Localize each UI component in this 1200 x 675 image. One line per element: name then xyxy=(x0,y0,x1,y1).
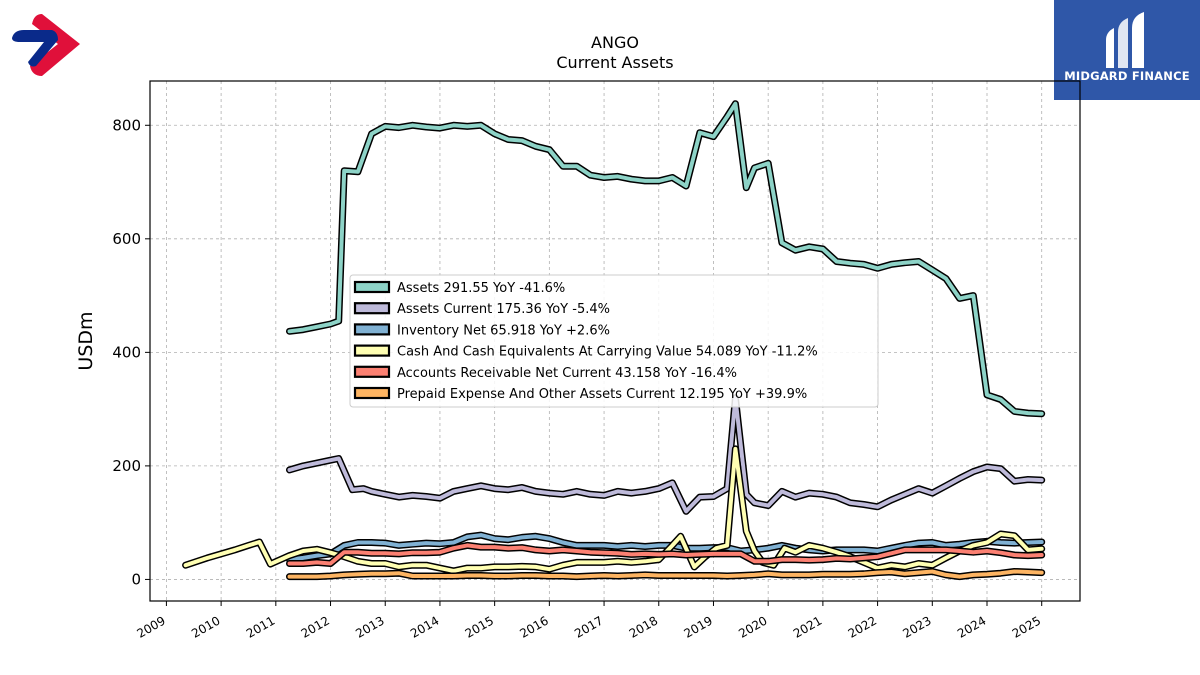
legend-item: Assets 291.55 YoY -41.6% xyxy=(353,280,565,296)
x-tick-label: 2018 xyxy=(627,613,660,640)
legend-label: Prepaid Expense And Other Assets Current… xyxy=(397,387,807,402)
legend-swatch xyxy=(353,365,391,378)
series-5 xyxy=(286,568,1046,581)
legend-item: Assets Current 175.36 YoY -5.4% xyxy=(353,302,610,317)
x-tick-label: 2019 xyxy=(682,613,715,640)
series-1 xyxy=(286,394,1046,515)
series-0 xyxy=(286,100,1046,418)
x-tick-label: 2015 xyxy=(463,613,496,640)
legend-label: Assets Current 175.36 YoY -5.4% xyxy=(397,302,610,317)
legend-swatch xyxy=(353,344,391,357)
legend: Assets 291.55 YoY -41.6% Assets Current 1… xyxy=(349,274,879,408)
legend-swatch xyxy=(353,323,391,336)
brand-logo: MIDGARD FINANCE xyxy=(1054,0,1200,100)
y-axis-label: USDm xyxy=(75,311,97,370)
legend-item: Cash And Cash Equivalents At Carrying Va… xyxy=(353,344,818,360)
legend-label: Assets 291.55 YoY -41.6% xyxy=(397,281,565,296)
series-line xyxy=(287,101,1044,416)
x-tick-label: 2016 xyxy=(517,613,550,640)
series-line xyxy=(287,395,1044,514)
legend-swatch xyxy=(353,280,391,294)
x-tick-label: 2012 xyxy=(299,613,332,640)
legend-label: Inventory Net 65.918 YoY +2.6% xyxy=(397,323,610,338)
x-tick-label: 2021 xyxy=(791,613,824,640)
legend-label: Cash And Cash Equivalents At Carrying Va… xyxy=(397,345,818,360)
red-blue-ribbon-logo-icon xyxy=(6,10,86,82)
x-tick-label: 2022 xyxy=(846,613,879,640)
legend-item: Prepaid Expense And Other Assets Current… xyxy=(353,386,807,402)
series-2 xyxy=(286,531,1046,564)
series-line xyxy=(287,533,1044,562)
series-lines xyxy=(182,100,1046,581)
x-tick-label: 2024 xyxy=(955,613,988,640)
y-tick-label: 600 xyxy=(112,230,141,248)
x-tick-label: 2011 xyxy=(244,613,277,640)
plot-frame xyxy=(149,80,1081,602)
legend-swatch xyxy=(353,386,391,400)
x-tick-label: 2025 xyxy=(1010,613,1043,640)
x-tick-label: 2023 xyxy=(900,613,933,640)
legend-item: Inventory Net 65.918 YoY +2.6% xyxy=(353,323,610,338)
y-tick-label: 400 xyxy=(112,343,141,361)
x-tick-label: 2009 xyxy=(134,613,167,640)
legend-swatch xyxy=(353,302,391,315)
x-tick-label: 2010 xyxy=(189,613,222,640)
chart-title: ANGO xyxy=(591,33,639,52)
midgard-m-logo-icon xyxy=(1106,12,1144,68)
chart-subtitle: Current Assets xyxy=(556,53,673,72)
x-tick-label: 2014 xyxy=(408,613,441,640)
legend-label: Accounts Receivable Net Current 43.158 Y… xyxy=(397,366,737,381)
legend-item: Accounts Receivable Net Current 43.158 Y… xyxy=(353,365,737,381)
series-line xyxy=(287,543,1044,566)
series-4 xyxy=(286,541,1046,567)
y-tick-label: 200 xyxy=(112,457,141,475)
y-tick-label: 0 xyxy=(131,570,141,588)
x-tick-label: 2017 xyxy=(572,613,605,640)
series-line xyxy=(287,569,1044,579)
legend-box xyxy=(349,274,879,408)
y-tick-label: 800 xyxy=(112,116,141,134)
x-tick-label: 2020 xyxy=(736,613,769,640)
brand-name: MIDGARD FINANCE xyxy=(1064,69,1190,83)
x-tick-label: 2013 xyxy=(353,613,386,640)
series-line-outline xyxy=(286,394,1046,515)
